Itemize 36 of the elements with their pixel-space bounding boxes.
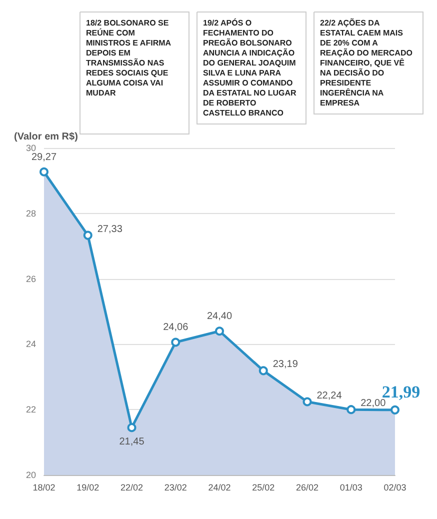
data-label: 24,40 [206,311,232,322]
point [390,405,400,414]
y-tick-label: 24 [26,339,36,350]
data-label: 29,27 [31,152,57,163]
x-tick-label: 22/02 [120,482,144,492]
point [171,338,180,347]
data-label: 22,24 [316,390,342,402]
text: 22/2 AÇÕES DA ESTATAL CAEM MAIS DE 20% COM A REAÇÃO DO MERCADO FINANCEIRO, QUE VÊ NA DECISÃO DO PRESIDENTE INGERÊNCIA NA EMPRESA [320,18,412,108]
point [215,326,224,336]
x-tick-label: 19/02 [76,482,100,492]
data-label: 24,06 [163,322,189,334]
point [258,366,268,376]
x-tick-label: 01/03 [340,482,362,492]
point [83,230,92,240]
x-tick-label: 02/03 [384,482,406,492]
data-label: 27,33 [97,224,123,235]
y-tick-label: 28 [26,208,36,218]
data-label: 21,45 [119,436,145,448]
y-tick-label: 20 [26,470,36,480]
x-tick-label: 24/02 [208,482,231,492]
x-tick-label: 25/02 [252,482,275,492]
x-tick-label: 26/02 [296,482,319,492]
x-tick-label: 23/02 [164,482,187,492]
point [40,167,48,176]
point [346,405,356,414]
y-axis-title: (Valor em R$) [14,132,78,143]
text: 19/2 APÓS O FECHAMENTO DO PREGÃO BOLSONARO ANUNCIA A INDICAÇÃO DO GENERAL JOAQUIM SILVA E LUNA PARA ASSUMIR O COMANDO DA ESTATAL NO LUGAR DE ROBERTO CASTELLO BRANCO [203,18,296,118]
y-tick-label: 30 [26,143,36,153]
y-tick-label: 26 [26,274,36,284]
y-tick-label: 22 [26,404,36,415]
x-tick-label: 18/02 [32,482,56,492]
data-label: 23,19 [272,359,298,370]
point [127,423,136,432]
text: 18/2 BOLSONARO SE REÚNE COM MINISTROS E AFIRMA DEPOIS EM TRANSMISSÃO NAS REDES SOCIAIS QUE ALGUMA COISA VAI MUDAR [86,18,172,98]
data-label: 22,00 [360,398,386,410]
point [302,397,312,406]
